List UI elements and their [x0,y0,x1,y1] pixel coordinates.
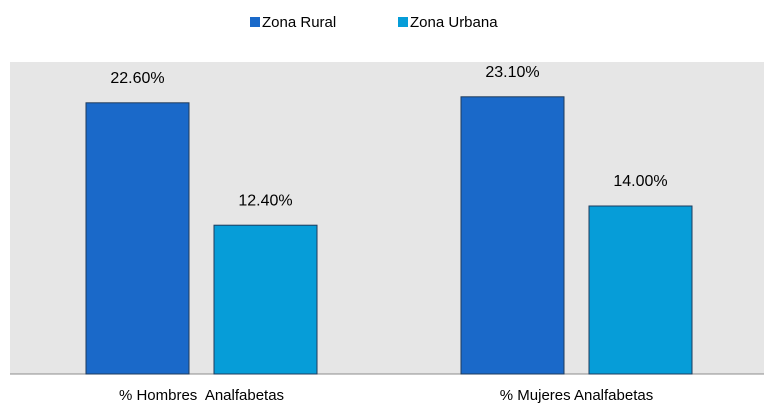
x-tick-label: % Hombres Analfabetas [119,387,284,404]
legend-label: Zona Rural [262,14,336,31]
legend-swatch [250,17,260,27]
value-label: 12.40% [238,192,292,209]
value-label: 23.10% [485,64,539,81]
x-tick-label: % Mujeres Analfabetas [500,387,653,404]
legend-swatch [398,17,408,27]
bar [460,96,565,375]
value-label: 22.60% [110,70,164,87]
bar [85,102,190,375]
legend-label: Zona Urbana [410,14,498,31]
value-label: 14.00% [613,173,667,190]
bar [213,224,318,375]
bar [588,205,693,375]
